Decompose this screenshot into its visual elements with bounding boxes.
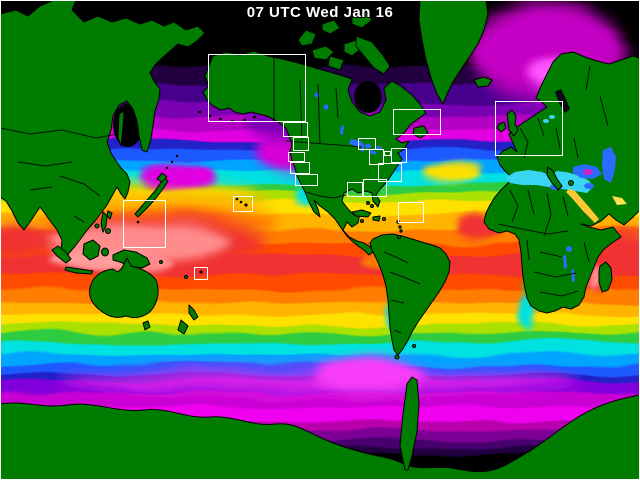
region-box-hawaii[interactable]	[233, 196, 253, 212]
region-box-southern-california[interactable]	[295, 174, 318, 186]
landmass-antilles-2	[398, 225, 402, 229]
landmass-hispaniola	[372, 215, 381, 222]
region-box-mid-atlantic[interactable]	[378, 163, 402, 182]
mediterranean-sea	[505, 170, 594, 193]
landmass-eurasia	[0, 0, 206, 259]
landmass-bahamas-1	[366, 201, 370, 205]
landmass-trinidad	[397, 235, 401, 239]
region-box-eastern-gulf-florida[interactable]	[363, 179, 387, 197]
lake-tanganyika	[563, 255, 567, 269]
landmass-tasmania	[142, 320, 151, 331]
great-slave-lake	[323, 104, 329, 110]
region-box-caribbean[interactable]	[398, 202, 424, 223]
landmass-borneo	[82, 239, 101, 261]
persian-gulf	[612, 196, 627, 205]
landmass-solomons	[159, 260, 163, 264]
landmass-taiwan	[106, 210, 113, 220]
landmass-antarctica	[0, 394, 640, 480]
landmass-iceland	[473, 76, 493, 88]
landmass-ireland	[496, 121, 507, 133]
region-box-lake-erie[interactable]	[369, 149, 384, 165]
lake-victoria	[566, 246, 572, 252]
region-box-lake-ontario[interactable]	[358, 138, 376, 150]
hawaii-island-3	[244, 203, 248, 207]
region-box-canadian-maritimes[interactable]	[393, 109, 441, 135]
landmass-antilles-3	[399, 229, 403, 233]
landmass-hainan	[94, 223, 100, 229]
landmass-sakhalin	[117, 110, 125, 147]
lake-huron	[365, 143, 371, 149]
region-box-washington-oregon[interactable]	[293, 137, 309, 151]
mediterranean-peninsulas	[546, 166, 574, 191]
region-box-oregon-n-california[interactable]	[288, 152, 305, 162]
lake-winnipeg	[340, 125, 344, 135]
landmass-hokkaido	[156, 172, 168, 183]
caspian-sea	[602, 147, 616, 183]
landmass-bahamas-2	[370, 204, 374, 208]
region-box-guam-micronesia[interactable]	[123, 200, 166, 248]
east-med-blue-patch	[584, 183, 594, 189]
landmass-puerto-rico	[382, 217, 386, 221]
landmass-newfoundland	[412, 125, 429, 139]
landmass-mindanao	[105, 228, 111, 234]
baltic-patch-2	[543, 119, 549, 123]
region-box-long-island-sound[interactable]	[384, 151, 391, 156]
landmass-arctic-island-1	[297, 29, 317, 47]
lake-malawi	[571, 269, 575, 282]
landmass-baffin-island	[355, 35, 391, 75]
fiji-islands	[199, 270, 203, 274]
landmass-philippines	[100, 211, 108, 233]
landmass-south-america	[369, 233, 451, 356]
country-borders	[0, 58, 609, 334]
region-box-southeast-alaska-bc[interactable]	[283, 122, 308, 137]
landmass-japan	[134, 177, 169, 218]
landmass-sulawesi	[101, 247, 109, 257]
landmass-victoria-island	[327, 55, 345, 71]
landmass-greece	[568, 180, 574, 186]
inland-seas-and-lakes	[314, 81, 627, 282]
landmass-sumatra	[51, 245, 72, 264]
red-sea	[566, 189, 599, 223]
region-box-western-gulf-of-mexico[interactable]	[347, 182, 363, 197]
landmass-falklands	[412, 344, 416, 348]
landmass-new-zealand-south	[177, 319, 189, 335]
landmass-java	[64, 266, 94, 275]
landmass-australia	[89, 257, 159, 319]
black-sea-warm-patch	[583, 169, 593, 175]
landmass-arctic-island-2	[321, 19, 341, 35]
landmass-britain	[506, 109, 519, 137]
hawaii-island-2	[239, 200, 243, 204]
hawaii-island-1	[235, 197, 239, 201]
region-box-gulf-of-maine[interactable]	[391, 148, 407, 163]
region-box-fiji[interactable]	[194, 267, 208, 280]
hudson-bay-no-data	[354, 81, 382, 113]
landmass-arctic-island-5	[351, 11, 373, 29]
lake-erie-water	[370, 150, 377, 155]
landmass-new-guinea	[112, 249, 151, 269]
baltic-patch-1	[549, 115, 555, 119]
landmass-jamaica	[360, 219, 364, 223]
region-box-northern-europe[interactable]	[495, 101, 563, 156]
guam-island	[136, 220, 140, 224]
region-box-central-california[interactable]	[290, 162, 310, 174]
landmass-vanuatu	[184, 275, 188, 279]
landmass-italy	[546, 166, 563, 191]
landmass-greenland	[418, 0, 489, 105]
region-box-alaska[interactable]	[208, 54, 306, 122]
landmass-antarctic-peninsula	[399, 376, 420, 471]
landmass-madagascar	[598, 261, 613, 293]
landmass-cuba	[351, 209, 372, 218]
landmass-new-zealand-north	[188, 304, 199, 321]
landmass-tierra-del-fuego	[394, 354, 400, 360]
